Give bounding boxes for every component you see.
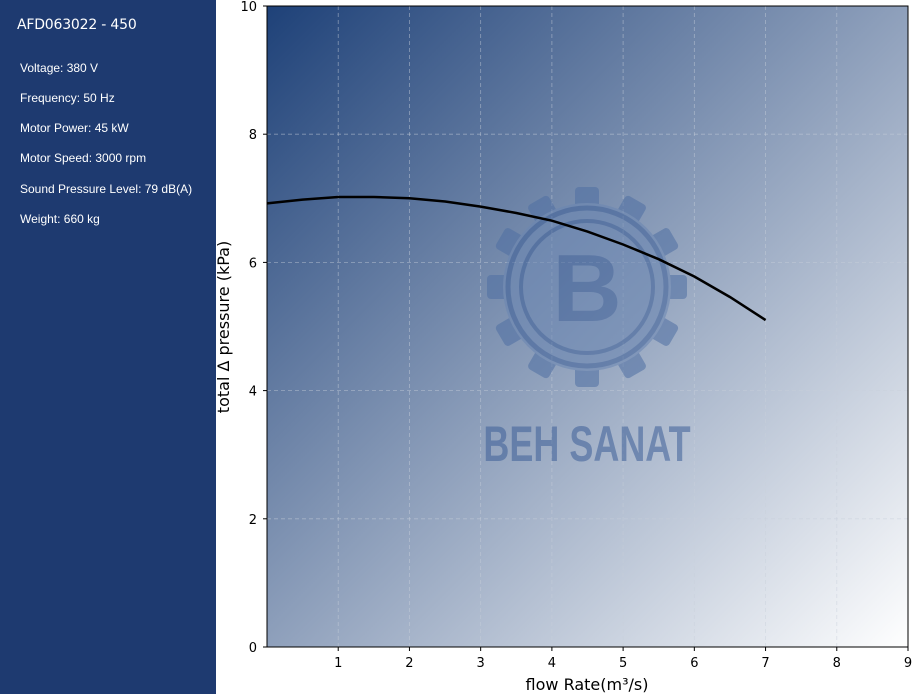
model-title: AFD063022 - 450 xyxy=(17,17,137,33)
x-tick-label: 3 xyxy=(477,656,485,671)
x-tick-label: 9 xyxy=(904,656,912,671)
y-axis-title: total Δ pressure (kPa) xyxy=(216,241,233,413)
y-tick-label: 10 xyxy=(240,0,257,15)
spec-sidebar: AFD063022 - 450 Voltage: 380 V Frequency… xyxy=(0,0,216,694)
x-tick-label: 1 xyxy=(334,656,342,671)
grid-lines xyxy=(267,6,908,647)
fan-curve-chart: B BEH SANAT 1 2 3 4 5 6 7 8 9 0 2 4 6 8 10 flow Rate(… xyxy=(216,0,912,694)
spec-motor-speed: Motor Speed: 3000 rpm xyxy=(20,151,147,165)
y-tick-label: 2 xyxy=(249,513,257,528)
spec-sound-pressure: Sound Pressure Level: 79 dB(A) xyxy=(20,182,193,196)
x-tick-label: 7 xyxy=(761,656,769,671)
y-axis-ticks: 0 2 4 6 8 10 xyxy=(240,0,267,656)
x-axis-title: flow Rate(m³/s) xyxy=(526,675,649,694)
watermark-text: BEH SANAT xyxy=(483,417,691,472)
x-tick-label: 8 xyxy=(833,656,841,671)
plot-frame xyxy=(266,5,909,648)
watermark-letter: B xyxy=(552,235,621,342)
x-tick-label: 5 xyxy=(619,656,627,671)
y-tick-label: 0 xyxy=(249,641,257,656)
x-tick-label: 6 xyxy=(690,656,698,671)
x-tick-label: 4 xyxy=(548,656,556,671)
y-tick-label: 8 xyxy=(249,128,257,143)
y-tick-label: 6 xyxy=(249,256,257,271)
beh-sanat-watermark: B BEH SANAT xyxy=(483,187,691,472)
spec-motor-power: Motor Power: 45 kW xyxy=(20,121,129,135)
x-axis-ticks: 1 2 3 4 5 6 7 8 9 xyxy=(334,647,912,671)
gear-logo-icon: B xyxy=(487,187,687,387)
x-tick-label: 2 xyxy=(405,656,413,671)
spec-weight: Weight: 660 kg xyxy=(20,212,100,226)
pressure-curve xyxy=(266,195,767,322)
spec-frequency: Frequency: 50 Hz xyxy=(20,91,115,105)
spec-voltage: Voltage: 380 V xyxy=(20,61,99,75)
y-tick-label: 4 xyxy=(249,385,257,400)
